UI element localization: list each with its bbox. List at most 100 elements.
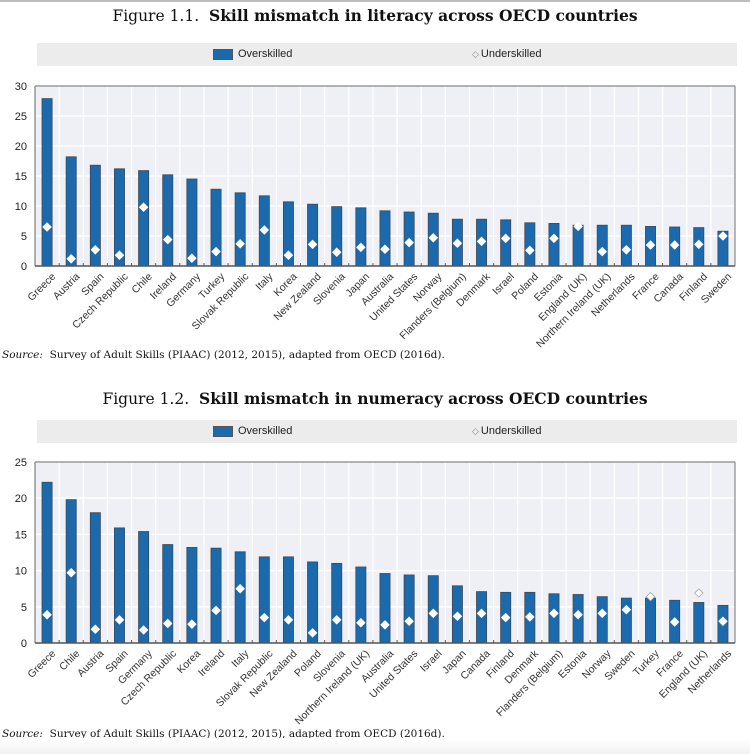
legend-label: Underskilled [480, 425, 542, 437]
marker-underskilled [187, 619, 197, 629]
marker-underskilled [42, 609, 52, 620]
marker-underskilled [718, 231, 728, 241]
marker-underskilled [380, 620, 390, 630]
figure-2-source: Source: Survey of Adult Skills (PIAAC) (… [2, 728, 445, 740]
marker-underskilled [621, 604, 632, 615]
marker-underskilled [669, 617, 680, 627]
marker-underskilled [549, 233, 559, 244]
bar-overskilled [620, 597, 632, 644]
legend-item-underskilled: ◇ Underskilled [472, 425, 541, 437]
marker-underskilled [283, 615, 294, 625]
legend-item-underskilled: ◇ Underskilled [472, 48, 541, 60]
marker-underskilled [694, 588, 704, 598]
marker-underskilled [162, 618, 173, 629]
y-tick-label: 10 [15, 201, 27, 213]
page-bottom-fade [0, 738, 750, 754]
legend-label: Overskilled [238, 48, 293, 60]
bar-overskilled [645, 597, 656, 644]
marker-underskilled [500, 233, 511, 244]
legend-item-overskilled: Overskilled [213, 48, 292, 60]
marker-underskilled [525, 245, 535, 256]
marker-underskilled [500, 612, 511, 623]
marker-underskilled [162, 234, 173, 245]
marker-underskilled [307, 239, 318, 250]
legend-item-overskilled: Overskilled [213, 425, 292, 437]
marker-underskilled [669, 240, 680, 250]
marker-underskilled [138, 202, 149, 212]
bar-overskilled [89, 512, 101, 644]
marker-underskilled [114, 250, 125, 260]
marker-underskilled [259, 612, 270, 623]
y-tick-label: 0 [21, 638, 27, 650]
marker-underskilled [573, 609, 583, 620]
marker-underskilled [211, 605, 221, 616]
bar-overskilled [548, 593, 560, 644]
marker-underskilled [90, 624, 101, 635]
underskilled-diamond-icon: ◇ [472, 425, 479, 436]
figure-1-legend: Overskilled ◇ Underskilled [37, 43, 737, 66]
marker-underskilled [66, 568, 76, 578]
overskilled-swatch-icon [213, 48, 233, 60]
x-tick-label: Austria [75, 648, 107, 680]
marker-underskilled [525, 612, 535, 622]
source-text: Survey of Adult Skills (PIAAC) (2012, 20… [49, 349, 445, 361]
page-top-rule [0, 0, 750, 2]
figure-1-title: Figure 1.1. Skill mismatch in literacy a… [0, 6, 750, 25]
marker-underskilled [597, 608, 608, 619]
marker-underskilled [428, 233, 439, 243]
source-label: Source: [2, 349, 43, 361]
y-tick-label: 15 [15, 529, 27, 541]
bar-overskilled [234, 551, 246, 644]
marker-underskilled [452, 238, 463, 248]
underskilled-diamond-icon: ◇ [472, 48, 479, 59]
marker-underskilled [331, 247, 342, 257]
marker-underskilled [428, 608, 439, 619]
marker-underskilled [235, 583, 245, 594]
marker-underskilled [645, 591, 656, 602]
x-tick-label: Israel [418, 648, 445, 675]
y-tick-label: 15 [15, 171, 27, 183]
marker-underskilled [331, 615, 342, 625]
y-tick-label: 5 [21, 231, 27, 243]
marker-underskilled [404, 237, 414, 248]
marker-underskilled [549, 608, 559, 619]
source-text: Survey of Adult Skills (PIAAC) (2012, 20… [49, 728, 445, 740]
marker-underskilled [380, 244, 390, 254]
figure-1-source: Source: Survey of Adult Skills (PIAAC) (… [2, 349, 445, 361]
marker-underskilled [404, 616, 414, 627]
y-tick-label: 20 [15, 493, 27, 505]
marker-underskilled [476, 608, 487, 619]
marker-underskilled [235, 239, 245, 249]
marker-underskilled [718, 616, 728, 627]
marker-underskilled [356, 242, 366, 253]
marker-underskilled [283, 250, 294, 260]
marker-underskilled [138, 625, 149, 635]
marker-underskilled [187, 253, 197, 263]
marker-underskilled [476, 236, 487, 247]
marker-underskilled [42, 222, 52, 232]
y-tick-label: 0 [21, 261, 27, 273]
marker-underskilled [114, 615, 125, 625]
legend-label: Overskilled [238, 425, 293, 437]
marker-underskilled [452, 611, 463, 621]
bar-overskilled [282, 556, 294, 644]
bar-overskilled [403, 574, 415, 644]
legend-label: Underskilled [480, 48, 542, 60]
bar-overskilled [596, 596, 608, 644]
marker-underskilled [645, 240, 656, 250]
overskilled-swatch-icon [213, 425, 233, 437]
y-tick-label: 20 [15, 141, 27, 153]
y-tick-label: 30 [15, 81, 27, 93]
bar-overskilled [379, 573, 391, 644]
marker-underskilled [356, 617, 366, 628]
bar-overskilled [331, 562, 343, 644]
figure-1-number: Figure 1.1. [112, 7, 200, 25]
marker-underskilled [621, 245, 632, 255]
marker-underskilled [597, 246, 608, 257]
figure-1-heading: Skill mismatch in literacy across OECD c… [209, 6, 638, 25]
bar-overskilled [210, 547, 222, 644]
bar-overskilled [355, 566, 367, 644]
y-tick-label: 5 [21, 602, 27, 614]
bar-overskilled [258, 556, 270, 644]
